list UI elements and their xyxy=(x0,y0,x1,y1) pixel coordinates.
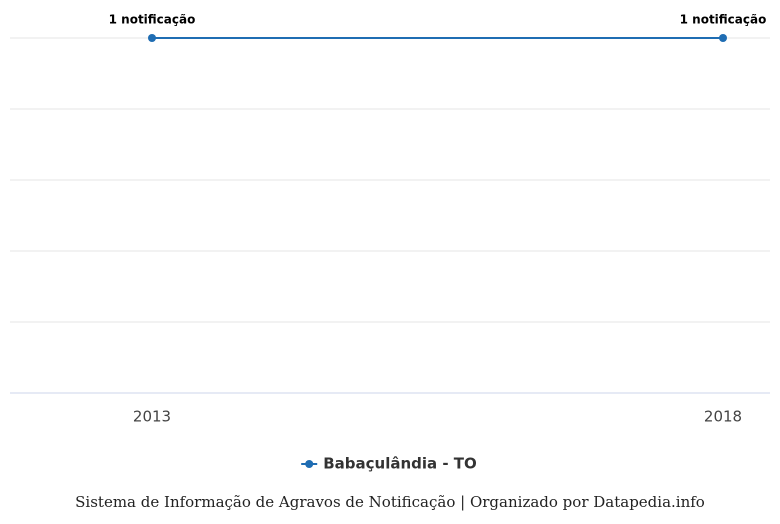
x-tick-label: 2018 xyxy=(704,408,742,426)
data-label: 1 notificação xyxy=(680,13,767,27)
legend-label: Babaçulândia - TO xyxy=(323,455,477,473)
point xyxy=(148,34,156,42)
point xyxy=(719,34,727,42)
source: Sistema de Informação de Agravos de Noti… xyxy=(75,493,705,511)
data-label: 1 notificação xyxy=(109,13,196,27)
legend-marker xyxy=(305,460,314,468)
x-tick-label: 2013 xyxy=(133,408,171,426)
